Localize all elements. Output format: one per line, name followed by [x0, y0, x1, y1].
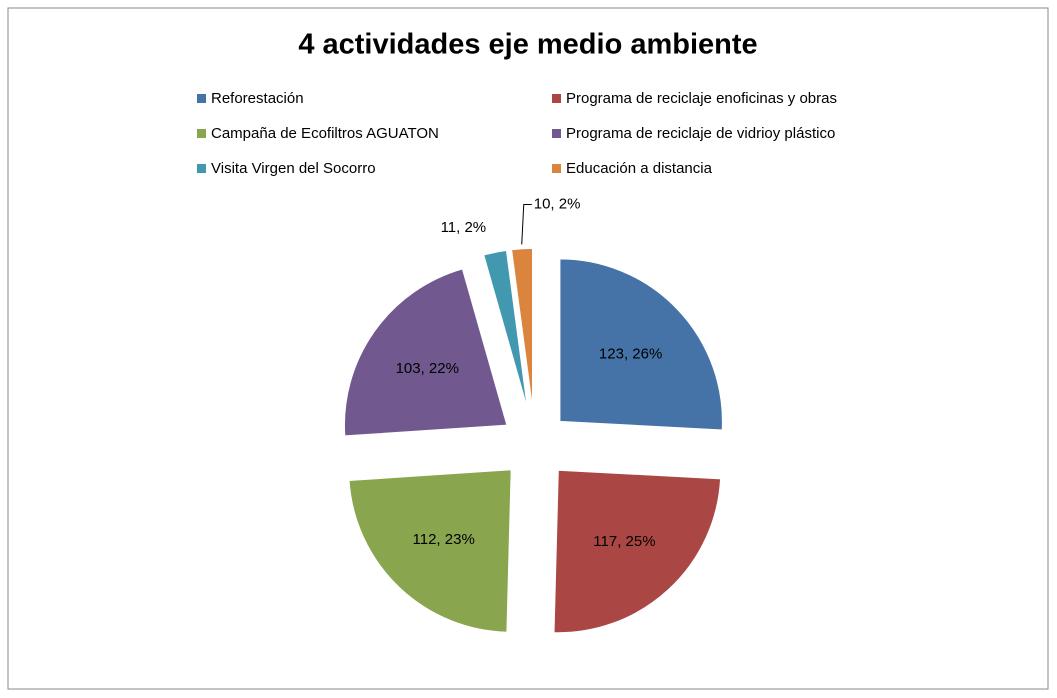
data-label: 117, 25%: [593, 533, 655, 550]
legend-label: Campaña de Ecofiltros AGUATON: [211, 125, 439, 142]
pie-slice: [343, 267, 509, 437]
pie-slice: [347, 468, 513, 634]
legend-label: Educación a distancia: [566, 160, 713, 177]
legend-swatch: [197, 94, 206, 103]
leader-line: [521, 203, 532, 245]
legend-swatch: [552, 129, 561, 138]
legend-swatch: [552, 94, 561, 103]
data-label: 112, 23%: [413, 531, 475, 548]
data-label: 10, 2%: [534, 195, 581, 212]
legend-swatch: [197, 164, 206, 173]
legend-label: Programa de reciclaje de vidrioy plástic…: [566, 125, 835, 142]
data-label: 11, 2%: [441, 219, 487, 236]
legend-label: Programa de reciclaje enoficinas y obras: [566, 90, 837, 107]
legend-label: Visita Virgen del Socorro: [211, 160, 376, 177]
legend-swatch: [552, 164, 561, 173]
data-label: 103, 22%: [396, 360, 459, 377]
pie-slice: [510, 247, 534, 412]
legend-label: Reforestación: [211, 90, 304, 107]
pie-slice: [552, 469, 722, 634]
pie-slice: [558, 257, 724, 431]
pie-slice: [482, 249, 529, 412]
data-label: 123, 26%: [599, 345, 662, 362]
chart-title: 4 actividades eje medio ambiente: [298, 29, 757, 61]
legend-swatch: [197, 129, 206, 138]
